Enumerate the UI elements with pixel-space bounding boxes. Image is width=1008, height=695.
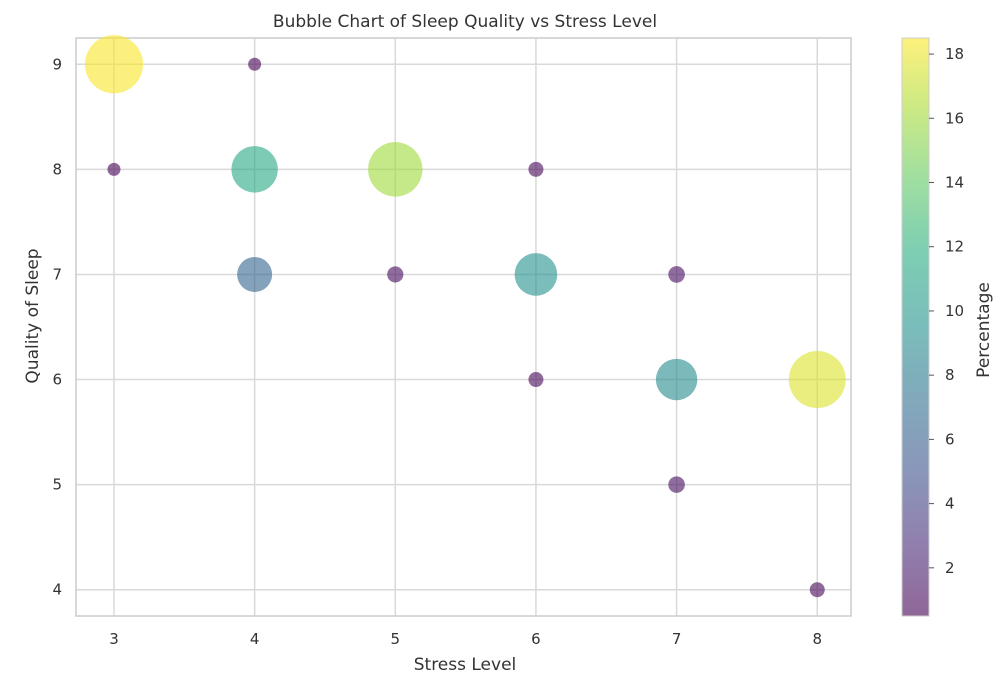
bubble-point [668, 476, 685, 493]
colorbar-tick-label: 10 [945, 302, 964, 320]
y-tick-label: 5 [52, 476, 62, 494]
bubble-point [387, 266, 404, 283]
y-tick-label: 6 [52, 371, 62, 389]
bubble-point [788, 351, 846, 409]
x-tick-label: 8 [812, 630, 822, 648]
colorbar-tick-label: 18 [945, 45, 964, 63]
x-tick-label: 5 [391, 630, 401, 648]
y-tick-label: 7 [52, 265, 62, 283]
grid-lines [76, 38, 851, 616]
x-tick-label: 7 [672, 630, 682, 648]
colorbar-tick-label: 4 [945, 495, 955, 513]
x-tick-label: 4 [250, 630, 260, 648]
plot-frame [75, 37, 852, 617]
y-tick-label: 9 [52, 55, 62, 73]
colorbar [901, 37, 930, 617]
y-tick-label: 8 [52, 160, 62, 178]
bubble-point [528, 372, 544, 388]
bubble-point [237, 256, 273, 292]
x-tick-labels: 3 4 5 6 7 8 [109, 630, 822, 648]
x-axis-label: Stress Level [414, 655, 517, 675]
colorbar-tick-label: 2 [945, 559, 955, 577]
chart-title: Bubble Chart of Sleep Quality vs Stress … [273, 12, 657, 32]
colorbar-tick-label: 14 [945, 174, 964, 192]
colorbar-label: Percentage [974, 282, 994, 378]
bubble-layer [84, 35, 846, 598]
bubble-point [107, 162, 121, 176]
colorbar-tick-labels: 2 4 6 8 10 12 14 16 18 [929, 45, 964, 577]
bubble-point [655, 358, 698, 401]
y-tick-label: 4 [52, 581, 62, 599]
bubble-point [514, 253, 558, 296]
bubble-point [248, 57, 262, 71]
x-tick-label: 3 [109, 630, 119, 648]
colorbar-tick-label: 16 [945, 109, 964, 127]
colorbar-tick-label: 12 [945, 238, 964, 256]
bubble-point [368, 142, 423, 197]
colorbar-tick-label: 8 [945, 366, 955, 384]
y-axis-label: Quality of Sleep [23, 248, 43, 383]
y-tick-labels: 4 5 6 7 8 9 [52, 55, 62, 598]
bubble-point [528, 161, 544, 177]
bubble-point [809, 582, 825, 598]
colorbar-tick-label: 6 [945, 430, 955, 448]
x-tick-label: 6 [531, 630, 541, 648]
bubble-point [668, 266, 685, 283]
bubble-point [84, 35, 144, 94]
bubble-point [231, 146, 278, 193]
